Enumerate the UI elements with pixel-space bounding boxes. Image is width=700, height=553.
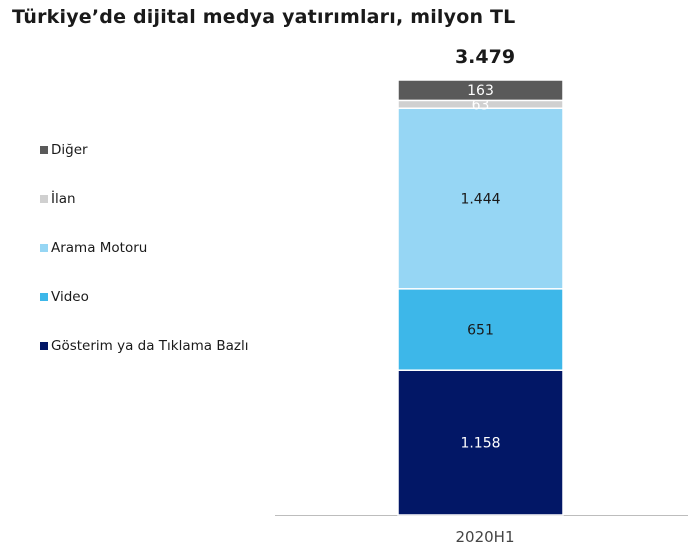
legend-swatch: [40, 293, 48, 301]
bar-segment-0: [397, 369, 564, 516]
legend-item: Video: [40, 287, 251, 307]
legend-swatch: [40, 244, 48, 252]
bar-segment-1: [397, 288, 564, 371]
chart-title: Türkiye’de dijital medya yatırımları, mi…: [12, 6, 516, 28]
legend-item: Diğer: [40, 140, 251, 160]
legend-label: Arama Motoru: [51, 240, 148, 256]
bar-segment-2: [397, 107, 564, 290]
legend-swatch: [40, 195, 48, 203]
legend-item: İlan: [40, 189, 251, 209]
legend-swatch: [40, 146, 48, 154]
bar-data-label-0: 1.158: [460, 436, 500, 452]
stack-total-label: 3.479: [454, 46, 516, 68]
legend-swatch: [40, 342, 48, 350]
legend-item: Arama Motoru: [40, 238, 251, 258]
legend-label: Diğer: [51, 142, 88, 158]
legend-label: İlan: [51, 191, 76, 207]
bar-data-label-2: 1.444: [460, 192, 500, 208]
bar-segment-4: [397, 79, 564, 102]
legend-item: Gösterim ya da Tıklama Bazlı: [40, 336, 251, 356]
bar-data-label-1: 651: [467, 323, 494, 339]
x-tick-label: 2020H1: [455, 528, 515, 546]
bar-data-label-3: 63: [472, 97, 490, 113]
legend-label: Video: [51, 289, 89, 305]
legend-label: Gösterim ya da Tıklama Bazlı: [51, 338, 249, 354]
bar-data-label-4: 163: [467, 83, 494, 99]
